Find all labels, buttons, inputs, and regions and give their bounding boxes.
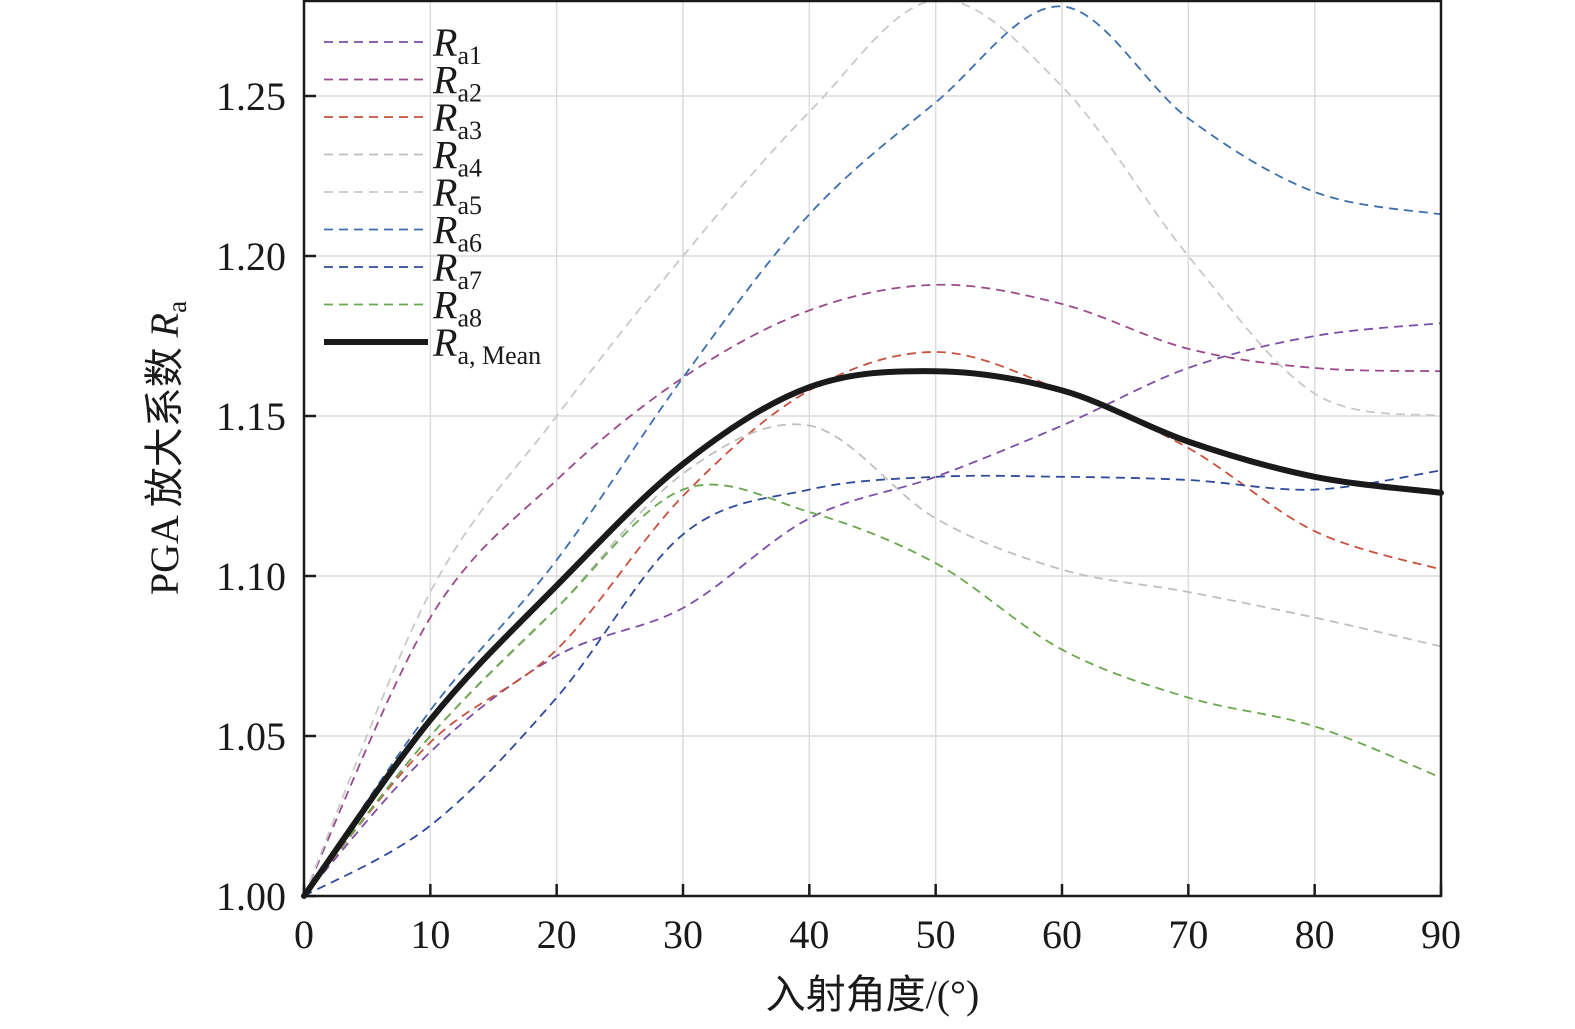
legend-label: Ra3 bbox=[432, 95, 482, 145]
legend-symbol: R bbox=[432, 283, 457, 328]
legend-subscript: a3 bbox=[457, 116, 482, 145]
legend-symbol: R bbox=[432, 133, 457, 178]
plot-frame bbox=[302, 0, 1443, 898]
y-axis-label-symbol: R bbox=[142, 313, 187, 338]
y-tick-label: 1.25 bbox=[216, 74, 286, 119]
axis-ticks: 0 10 20 30 40 50 60 70 80 90 1.00 1.05 1.10 1.15 1.20 1… bbox=[216, 74, 1461, 957]
legend-subscript: a6 bbox=[457, 229, 482, 258]
x-tick-label: 40 bbox=[789, 912, 829, 957]
x-tick-label: 30 bbox=[663, 912, 703, 957]
y-axis-label: PGA 放大系数 Ra bbox=[142, 301, 192, 595]
grid-lines bbox=[304, 0, 1441, 896]
x-tick-label: 10 bbox=[410, 912, 450, 957]
legend-label: Ra, Mean bbox=[432, 320, 541, 370]
legend-symbol: R bbox=[432, 170, 457, 215]
legend-label: Ra7 bbox=[432, 245, 482, 295]
legend-label: Ra1 bbox=[432, 20, 482, 70]
y-tick-label: 1.20 bbox=[216, 234, 286, 279]
legend-subscript: a4 bbox=[457, 154, 482, 183]
x-tick-label: 90 bbox=[1421, 912, 1461, 957]
legend-symbol: R bbox=[432, 58, 457, 103]
legend-symbol: R bbox=[432, 245, 457, 290]
series-line-2 bbox=[303, 283, 1442, 897]
series-line-7 bbox=[303, 469, 1442, 897]
y-tick-label: 1.00 bbox=[216, 874, 286, 919]
y-tick-label: 1.10 bbox=[216, 554, 286, 599]
x-tick-label: 60 bbox=[1042, 912, 1082, 957]
series-line-8 bbox=[303, 483, 1442, 897]
legend-symbol: R bbox=[432, 320, 457, 365]
legend-symbol: R bbox=[432, 95, 457, 140]
x-tick-label: 50 bbox=[916, 912, 956, 957]
legend-subscript: a, Mean bbox=[457, 341, 541, 370]
x-tick-label: 20 bbox=[537, 912, 577, 957]
legend-subscript: a7 bbox=[457, 266, 482, 295]
legend-label: Ra5 bbox=[432, 170, 482, 220]
x-tick-label: 0 bbox=[294, 912, 314, 957]
y-axis-label-text: PGA 放大系数 bbox=[142, 337, 187, 595]
y-axis-label-subscript: a bbox=[162, 301, 192, 313]
series-line-6 bbox=[303, 5, 1442, 897]
legend-symbol: R bbox=[432, 20, 457, 65]
legend-label: Ra6 bbox=[432, 208, 482, 258]
series-line-9 bbox=[301, 368, 1444, 899]
series-lines bbox=[301, 0, 1444, 899]
legend-subscript: a5 bbox=[457, 191, 482, 220]
legend-symbol: R bbox=[432, 208, 457, 253]
legend-label: Ra2 bbox=[432, 58, 482, 108]
y-tick-label: 1.05 bbox=[216, 714, 286, 759]
legend-subscript: a2 bbox=[457, 79, 482, 108]
series-line-3 bbox=[303, 351, 1442, 897]
legend-label: Ra4 bbox=[432, 133, 482, 183]
series-line-5 bbox=[303, 0, 1442, 897]
legend-subscript: a1 bbox=[457, 41, 482, 70]
x-axis-label: 入射角度/(°) bbox=[766, 972, 980, 1017]
x-tick-label: 80 bbox=[1295, 912, 1335, 957]
y-tick-label: 1.15 bbox=[216, 394, 286, 439]
legend-subscript: a8 bbox=[457, 304, 482, 333]
series-line-1 bbox=[303, 322, 1442, 897]
x-tick-label: 70 bbox=[1168, 912, 1208, 957]
legend-label: Ra8 bbox=[432, 283, 482, 333]
